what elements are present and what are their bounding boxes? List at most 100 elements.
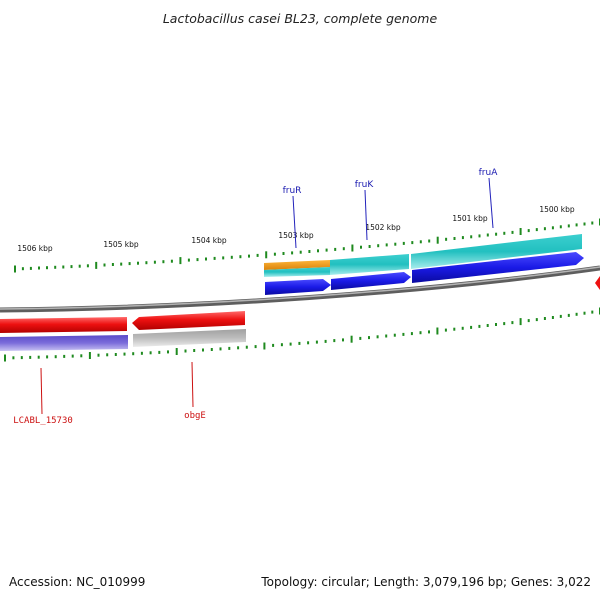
- fruR-gene-arrow[interactable]: [265, 279, 331, 295]
- lower-track-minor-tick: [559, 314, 562, 318]
- upper-track-minor-tick: [205, 257, 207, 261]
- upper-track-minor-tick: [419, 240, 422, 244]
- scale-label-1502: 1502 kbp: [365, 223, 401, 232]
- upper-track-minor-tick: [334, 247, 337, 251]
- lower-track-minor-tick: [527, 319, 530, 323]
- fruA-gene-arrow[interactable]: [412, 252, 584, 283]
- lower-track-minor-tick: [385, 334, 388, 338]
- upper-track-minor-tick: [461, 236, 464, 240]
- upper-track-minor-tick: [575, 223, 578, 227]
- upper-track-major-tick: [436, 236, 439, 244]
- scale-label-1506: 1506 kbp: [17, 244, 53, 253]
- upper-track-minor-tick: [377, 244, 380, 248]
- lower-track-minor-tick: [20, 356, 23, 360]
- gene-label-LCABL_15730[interactable]: LCABL_15730: [13, 416, 73, 426]
- lower-track-major-tick: [263, 342, 266, 350]
- upper-track-major-tick: [179, 257, 182, 265]
- upper-track-minor-tick: [70, 265, 73, 269]
- lower-track-minor-tick: [359, 336, 362, 340]
- upper-track-minor-tick: [120, 262, 123, 266]
- upper-track-minor-tick: [470, 235, 473, 239]
- LCABL_15730-gene-arrow[interactable]: [0, 317, 127, 333]
- upper-track-major-tick: [95, 261, 98, 269]
- fruK-gene-arrow[interactable]: [331, 272, 411, 290]
- upper-track-minor-tick: [453, 237, 456, 240]
- upper-track-minor-tick: [551, 226, 554, 230]
- lower-track-minor-tick: [453, 327, 456, 331]
- gene-label-fruA[interactable]: fruA: [479, 168, 499, 178]
- upper-track-minor-tick: [256, 253, 259, 257]
- genome-backbone: [0, 265, 600, 313]
- upper-track-minor-tick: [342, 247, 345, 251]
- upper-track-minor-tick: [54, 265, 57, 269]
- upper-track-minor-tick: [535, 228, 538, 232]
- LCABL_15730-cds-feature[interactable]: [0, 335, 128, 351]
- lower-track-major-tick: [4, 354, 6, 362]
- lower-track-minor-tick: [12, 356, 15, 360]
- upper-track-minor-tick: [583, 222, 586, 226]
- gene-label-obgE[interactable]: obgE: [184, 411, 206, 421]
- LCABL_15730-leader-line: [40, 367, 43, 415]
- lower-track-major-tick: [519, 318, 522, 326]
- lower-track-minor-tick: [37, 355, 40, 359]
- upper-track-minor-tick: [111, 263, 114, 266]
- upper-track-minor-tick: [230, 255, 233, 259]
- lower-track-minor-tick: [511, 321, 514, 325]
- upper-track-minor-tick: [567, 224, 570, 228]
- upper-track-minor-tick: [21, 267, 24, 271]
- upper-track-minor-tick: [591, 221, 594, 225]
- lower-track-minor-tick: [368, 336, 370, 340]
- upper-track-minor-tick: [103, 263, 106, 267]
- lower-track-minor-tick: [591, 310, 594, 314]
- upper-track-major-tick: [351, 244, 354, 252]
- lower-track-minor-tick: [478, 324, 481, 328]
- lower-track-minor-tick: [461, 326, 464, 330]
- lower-track-minor-tick: [228, 346, 231, 350]
- upper-track-minor-tick: [86, 264, 89, 268]
- upper-track-minor-tick: [543, 227, 546, 231]
- upper-track-minor-tick: [273, 252, 276, 256]
- upper-gene-track: [265, 252, 584, 295]
- lower-track-minor-tick: [237, 346, 240, 350]
- upper-feature-track: [264, 234, 582, 277]
- upper-track-minor-tick: [385, 243, 388, 247]
- lower-track-major-tick: [436, 327, 439, 335]
- fruR-cds-feature[interactable]: [264, 267, 330, 277]
- scale-label-1500: 1500 kbp: [539, 205, 575, 214]
- obgE-gene-arrow[interactable]: [132, 311, 245, 330]
- lower-track-minor-tick: [583, 311, 586, 315]
- lower-gene-track: [0, 311, 245, 333]
- offscreen-gene-arrow[interactable]: [595, 276, 600, 290]
- upper-track-minor-tick: [196, 258, 199, 262]
- lower-track-minor-tick: [245, 345, 248, 349]
- lower-track-major-tick: [88, 352, 91, 359]
- scale-label-1503: 1503 kbp: [278, 231, 314, 240]
- lower-track-minor-tick: [575, 312, 578, 316]
- upper-track-minor-tick: [308, 250, 311, 253]
- obgE-cds-feature[interactable]: [133, 329, 246, 347]
- lower-track-minor-tick: [428, 330, 430, 334]
- gene-label-leaders: [40, 177, 494, 415]
- fruK-cds-feature[interactable]: [330, 254, 409, 275]
- lower-track-minor-tick: [315, 340, 318, 344]
- upper-track-minor-tick: [511, 230, 514, 234]
- lower-track-minor-tick: [551, 316, 554, 319]
- lower-track-minor-tick: [167, 350, 169, 354]
- fruA-cds-feature[interactable]: [411, 234, 582, 269]
- lower-track-minor-tick: [342, 338, 344, 342]
- scale-label-1501: 1501 kbp: [452, 214, 488, 223]
- upper-track-minor-tick: [411, 241, 414, 245]
- upper-track-minor-tick: [559, 225, 562, 229]
- fruR-feature[interactable]: [264, 260, 330, 270]
- upper-track-minor-tick: [360, 245, 362, 249]
- upper-track-minor-tick: [291, 251, 294, 255]
- lower-track-minor-tick: [393, 333, 396, 337]
- gene-label-fruR[interactable]: fruR: [283, 186, 302, 196]
- lower-track-minor-tick: [280, 343, 283, 347]
- lower-track-minor-tick: [184, 349, 187, 353]
- lower-track-minor-tick: [543, 317, 546, 320]
- genome-backbone-highlight: [0, 266, 600, 310]
- upper-track-minor-tick: [317, 249, 319, 253]
- gene-label-fruK[interactable]: fruK: [355, 180, 375, 190]
